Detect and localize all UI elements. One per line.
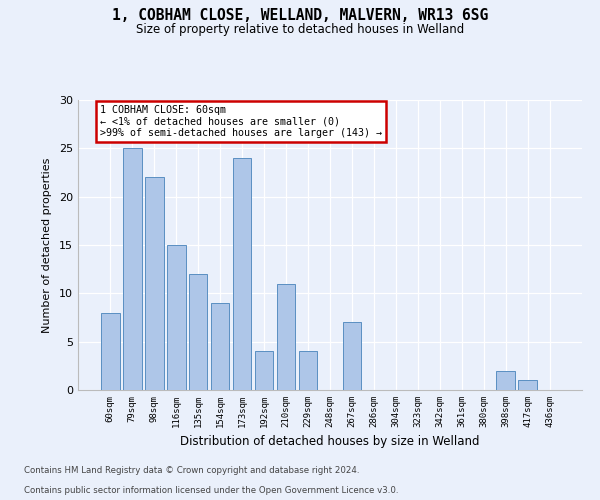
Bar [167,245,185,390]
Bar [233,158,251,390]
Bar [518,380,537,390]
Bar [123,148,142,390]
Bar [255,352,274,390]
Text: Distribution of detached houses by size in Welland: Distribution of detached houses by size … [180,435,480,448]
Bar [496,370,515,390]
Bar [277,284,295,390]
Text: Size of property relative to detached houses in Welland: Size of property relative to detached ho… [136,22,464,36]
Bar [343,322,361,390]
Bar [101,312,119,390]
Text: 1, COBHAM CLOSE, WELLAND, MALVERN, WR13 6SG: 1, COBHAM CLOSE, WELLAND, MALVERN, WR13 … [112,8,488,22]
Bar [145,178,164,390]
Y-axis label: Number of detached properties: Number of detached properties [42,158,52,332]
Text: Contains public sector information licensed under the Open Government Licence v3: Contains public sector information licen… [24,486,398,495]
Bar [189,274,208,390]
Text: Contains HM Land Registry data © Crown copyright and database right 2024.: Contains HM Land Registry data © Crown c… [24,466,359,475]
Bar [211,303,229,390]
Bar [299,352,317,390]
Text: 1 COBHAM CLOSE: 60sqm
← <1% of detached houses are smaller (0)
>99% of semi-deta: 1 COBHAM CLOSE: 60sqm ← <1% of detached … [100,105,382,138]
